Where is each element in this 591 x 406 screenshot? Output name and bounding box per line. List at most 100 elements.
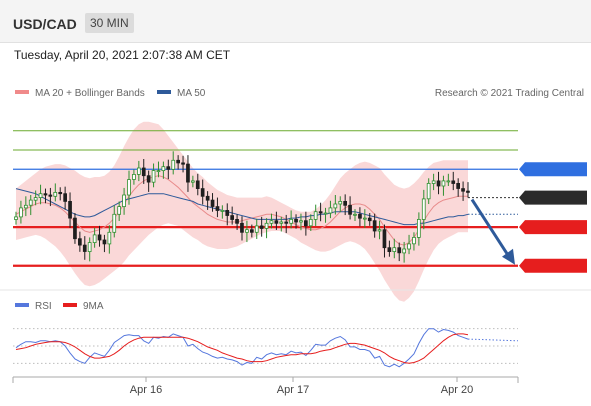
candle-body (87, 242, 92, 253)
candle-body (136, 167, 141, 175)
ma20-legend-label: MA 20 + Bollinger Bands (35, 88, 145, 99)
x-tick-label: Apr 16 (130, 384, 162, 396)
candle-body (294, 218, 298, 223)
candle-body (73, 217, 77, 240)
candle-body (230, 215, 234, 220)
candle-body (107, 231, 112, 245)
candle-body (289, 218, 294, 224)
candle-body (181, 162, 185, 165)
candle-body (102, 239, 107, 245)
candle-body (186, 163, 190, 183)
symbol-title: USD/CAD (13, 16, 77, 32)
candle-body (53, 191, 58, 197)
candle-body (362, 217, 367, 220)
candle-body (58, 191, 63, 195)
candle-body (195, 180, 200, 189)
forecast-arrow-head (502, 248, 515, 265)
level-tag-last (519, 190, 587, 205)
candle-body (382, 229, 387, 249)
candle-body (215, 206, 220, 211)
candle-body (343, 200, 348, 206)
forecast-arrow-shaft (470, 198, 511, 258)
candle-body (456, 182, 461, 189)
datetime-label: Tuesday, April 20, 2021 2:07:38 AM CET (14, 48, 231, 62)
candle-body (240, 222, 244, 233)
candle-body (245, 229, 249, 233)
candle-body (97, 234, 102, 241)
candle-body (254, 225, 259, 233)
candle-body (328, 207, 333, 214)
candle-body (78, 238, 82, 246)
candle-body (127, 179, 131, 196)
candle-body (92, 234, 97, 243)
ma9-legend-label: 9MA (83, 301, 104, 312)
candle-body (19, 207, 23, 218)
candle-body (43, 193, 48, 196)
rsi-panel (13, 328, 519, 368)
candle-body (372, 220, 377, 232)
candle-body (200, 188, 205, 197)
rsi-extension (467, 338, 519, 342)
candle-body (176, 159, 180, 164)
candle-body (416, 218, 421, 238)
candle-body (299, 220, 303, 223)
candle-body (303, 220, 308, 227)
ma50-legend-swatch (157, 90, 171, 94)
candle-body (161, 166, 166, 171)
candle-body (225, 209, 230, 216)
candle-body (397, 247, 402, 254)
x-tick-label: Apr 17 (277, 384, 309, 396)
candle-body (446, 180, 451, 183)
rsi-legend-swatch (15, 303, 29, 307)
candle-body (451, 180, 456, 184)
candle-body (461, 188, 465, 192)
candle-body (353, 213, 357, 216)
ma9-legend-swatch (63, 303, 77, 307)
candle-body (23, 204, 28, 209)
candle-body (235, 218, 239, 224)
level-tag-pivot (519, 162, 587, 177)
candle-body (407, 243, 411, 250)
candle-body (82, 244, 87, 252)
candle-body (377, 229, 382, 232)
candle-body (402, 248, 407, 254)
chart-header: USD/CAD 30 MIN (0, 0, 591, 43)
candle-body (358, 213, 362, 219)
candle-body (441, 180, 446, 187)
candle-body (412, 236, 416, 245)
candle-body (318, 211, 323, 214)
candle-body (14, 216, 18, 220)
candle-body (308, 218, 313, 227)
candle-body (323, 212, 328, 215)
ma50-line (15, 188, 469, 226)
candle-body (151, 170, 156, 183)
credit-label: Research © 2021 Trading Central (435, 88, 584, 99)
candle-body (392, 247, 397, 252)
candle-body (205, 195, 210, 201)
ma9-line (15, 333, 469, 364)
candle-body (431, 180, 436, 184)
candle-body (68, 200, 72, 219)
candle-body (436, 180, 441, 187)
candle-body (269, 220, 274, 224)
candle-body (249, 229, 254, 233)
candle-body (48, 194, 53, 197)
candle-body (38, 193, 43, 198)
candle-body (367, 217, 372, 222)
candle-body (146, 175, 151, 183)
candle-body (313, 211, 318, 220)
candle-body (132, 173, 136, 180)
level-tag-support (519, 220, 587, 235)
price-panel (13, 121, 587, 302)
candle-body (190, 180, 195, 183)
candle-body (112, 213, 117, 233)
rsi-line (15, 328, 469, 368)
candle-body (220, 209, 225, 212)
candle-body (284, 221, 289, 224)
candle-body (63, 193, 68, 202)
candle-body (210, 199, 215, 207)
candle-body (333, 203, 338, 209)
candle-body (421, 198, 426, 220)
timeframe-button[interactable]: 30 MIN (85, 13, 134, 33)
